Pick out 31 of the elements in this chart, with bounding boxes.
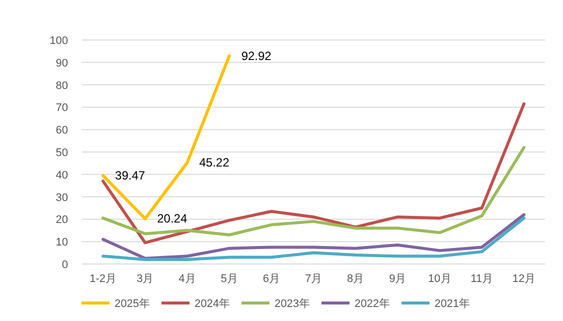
- y-tick-label: 100: [50, 35, 68, 47]
- data-label: 45.22: [199, 156, 230, 170]
- legend-label: 2021年: [434, 298, 470, 310]
- x-tick-label: 7月: [304, 273, 322, 285]
- data-label: 92.92: [241, 48, 272, 63]
- y-tick-label: 30: [56, 192, 68, 204]
- x-tick-label: 12月: [512, 273, 536, 285]
- legend-label: 2025年: [114, 298, 150, 310]
- x-tick-label: 4月: [178, 273, 196, 285]
- y-tick-label: 10: [56, 236, 68, 249]
- y-tick-label: 80: [56, 80, 68, 92]
- x-tick-label: 9月: [389, 273, 406, 285]
- x-tick-label: 11月: [470, 273, 494, 285]
- y-tick-label: 20: [56, 214, 68, 226]
- y-tick-label: 60: [56, 124, 68, 137]
- x-tick-label: 10月: [428, 273, 452, 285]
- legend-label: 2022年: [354, 298, 390, 310]
- legend-label: 2023年: [274, 298, 310, 310]
- y-tick-label: 40: [56, 169, 68, 182]
- x-tick-label: 5月: [220, 273, 238, 285]
- y-tick-label: 90: [56, 57, 68, 70]
- data-label: 20.24: [157, 212, 188, 226]
- y-tick-label: 0: [62, 259, 68, 271]
- data-label: 39.47: [115, 168, 146, 183]
- y-tick-label: 50: [56, 147, 68, 159]
- x-tick-label: 1-2月: [90, 273, 116, 285]
- x-tick-label: 6月: [262, 273, 280, 285]
- x-tick-label: 8月: [347, 273, 364, 285]
- y-tick-label: 70: [56, 102, 68, 114]
- legend-label: 2024年: [194, 298, 230, 310]
- x-tick-label: 3月: [136, 273, 154, 285]
